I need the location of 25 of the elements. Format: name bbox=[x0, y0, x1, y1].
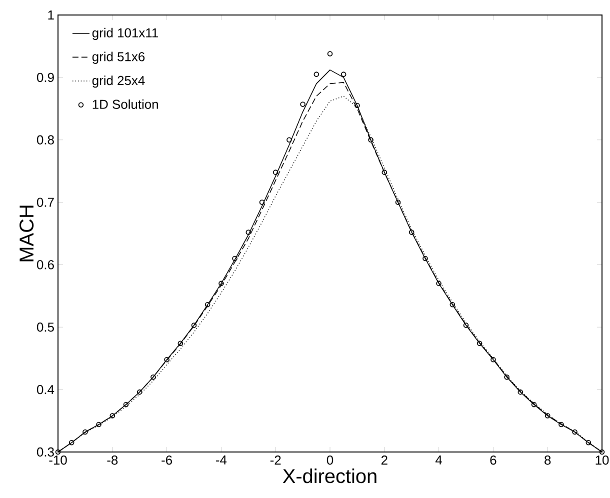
x-tick-label: 0 bbox=[326, 456, 334, 465]
y-tick-label: 0.6 bbox=[36, 260, 54, 270]
x-tick-label: -2 bbox=[270, 456, 281, 465]
legend-label: 1D Solution bbox=[92, 99, 158, 109]
y-tick-label: 0.4 bbox=[36, 384, 54, 394]
x-tick-label: 10 bbox=[596, 456, 609, 465]
y-axis-title: MACH bbox=[20, 206, 34, 262]
x-tick-label: -6 bbox=[162, 456, 172, 465]
legend-label: grid 51x6 bbox=[92, 52, 145, 64]
x-tick-label: 2 bbox=[381, 456, 388, 465]
x-tick-label: 4 bbox=[436, 456, 442, 464]
y-tick-label: 0.8 bbox=[36, 135, 54, 144]
y-tick-label: 1 bbox=[48, 10, 54, 20]
x-axis-title: X-direction bbox=[282, 468, 376, 484]
x-tick-label: -10 bbox=[49, 456, 67, 465]
x-tick-label: 8 bbox=[544, 456, 551, 465]
y-tick-label: 0.7 bbox=[36, 198, 54, 207]
y-tick-label: 0.5 bbox=[36, 322, 54, 332]
x-tick-label: -4 bbox=[216, 456, 227, 464]
y-tick-label: 0.3 bbox=[36, 447, 54, 457]
legend-label: grid 25x4 bbox=[92, 76, 145, 88]
x-tick-label: -8 bbox=[107, 456, 118, 465]
x-tick-label: 6 bbox=[490, 456, 496, 465]
y-tick-label: 0.9 bbox=[36, 72, 54, 82]
legend-label: grid 101x11 bbox=[92, 28, 158, 40]
